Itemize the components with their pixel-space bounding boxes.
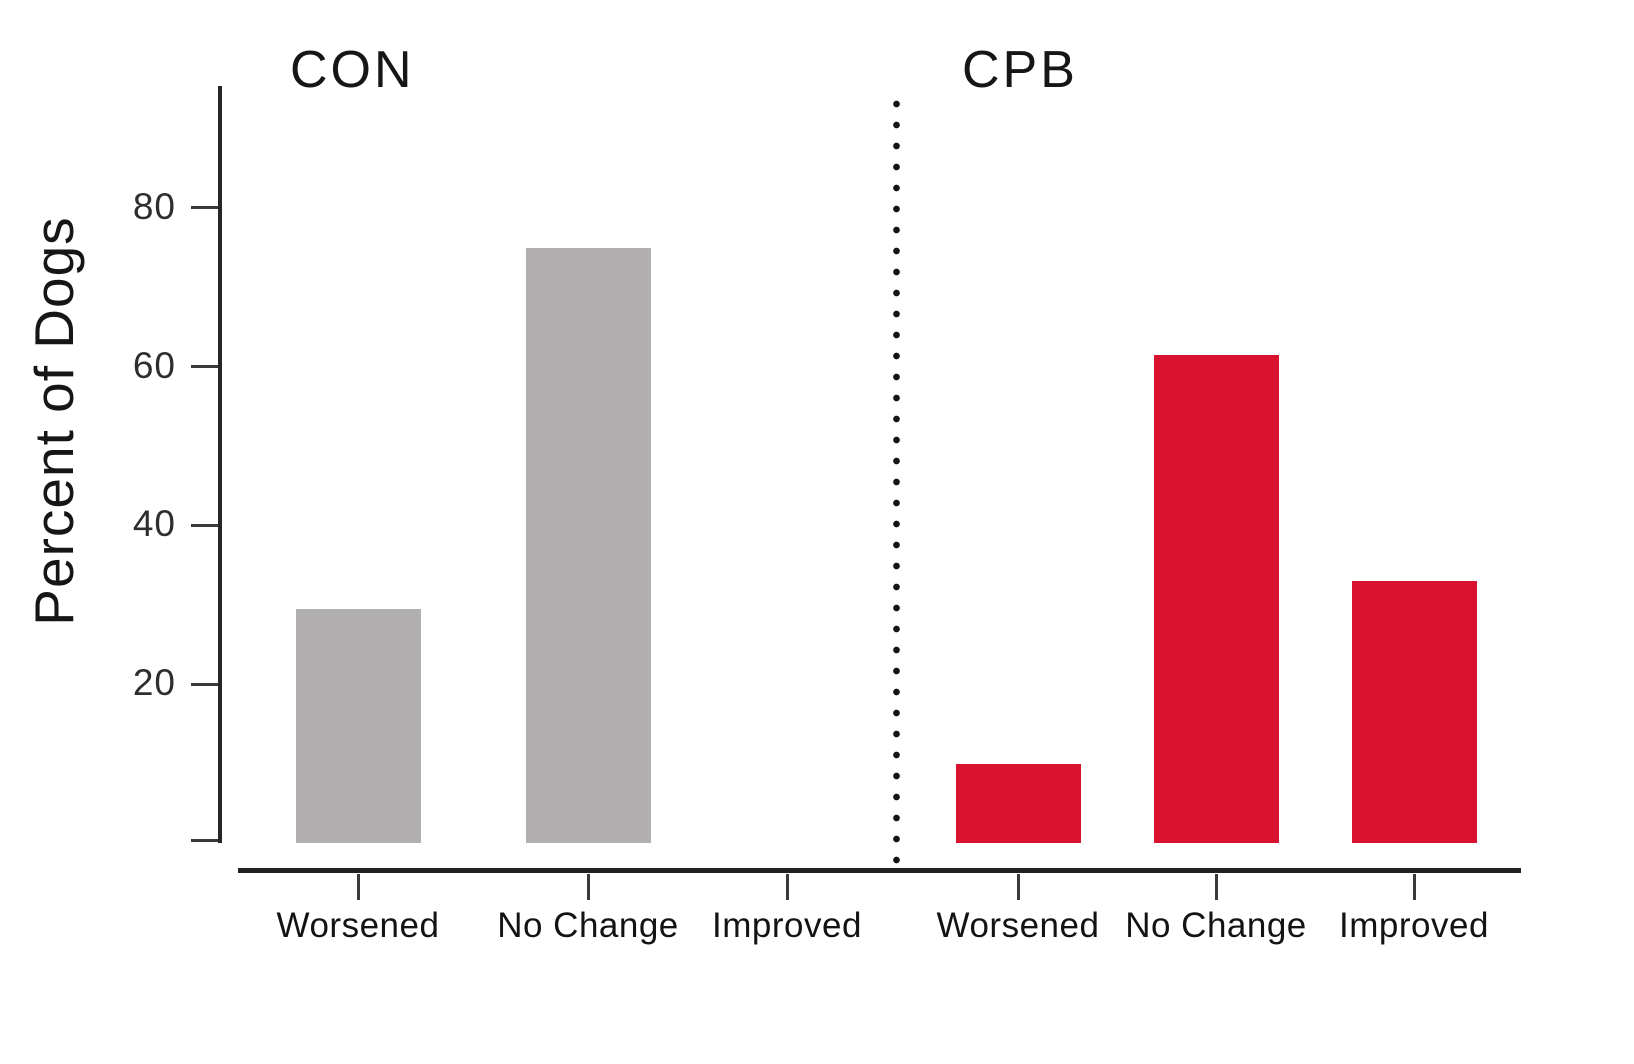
y-tick-40 <box>191 523 218 527</box>
x-tick-con-worsened <box>356 874 360 900</box>
x-tick-con-improved <box>785 874 789 900</box>
y-tick-20 <box>191 682 218 686</box>
x-tick-con-no-change <box>586 874 590 900</box>
x-tick-cpb-no-change <box>1214 874 1218 900</box>
y-tick-80 <box>191 206 218 210</box>
x-axis-line <box>238 868 1521 873</box>
x-axis-label-cpb-no-change: No Change <box>1125 906 1307 945</box>
x-axis-label-con-worsened: Worsened <box>276 906 440 945</box>
y-axis-title: Percent of Dogs <box>23 216 85 626</box>
y-axis-line <box>218 86 222 843</box>
x-tick-cpb-worsened <box>1016 874 1020 900</box>
x-tick-cpb-improved <box>1412 874 1416 900</box>
group-separator-dotted-line <box>893 100 900 866</box>
y-tick-label-80: 80 <box>132 185 176 227</box>
bar-cpb-improved <box>1351 580 1477 843</box>
y-tick-0 <box>191 839 218 842</box>
x-axis-label-con-improved: Improved <box>712 906 862 945</box>
x-axis-label-con-no-change: No Change <box>497 906 679 945</box>
x-axis-label-cpb-worsened: Worsened <box>936 906 1100 945</box>
y-tick-label-20: 20 <box>132 662 176 704</box>
bar-cpb-no-change <box>1153 354 1279 843</box>
group-title-cpb: CPB <box>962 41 1078 99</box>
bar-con-no-change <box>525 247 651 843</box>
group-title-con: CON <box>290 41 415 99</box>
y-tick-label-60: 60 <box>132 344 176 386</box>
y-tick-label-40: 40 <box>132 503 176 545</box>
x-axis-label-cpb-improved: Improved <box>1339 906 1489 945</box>
bar-con-worsened <box>295 608 421 843</box>
bar-cpb-worsened <box>955 763 1081 843</box>
y-tick-60 <box>191 365 218 369</box>
